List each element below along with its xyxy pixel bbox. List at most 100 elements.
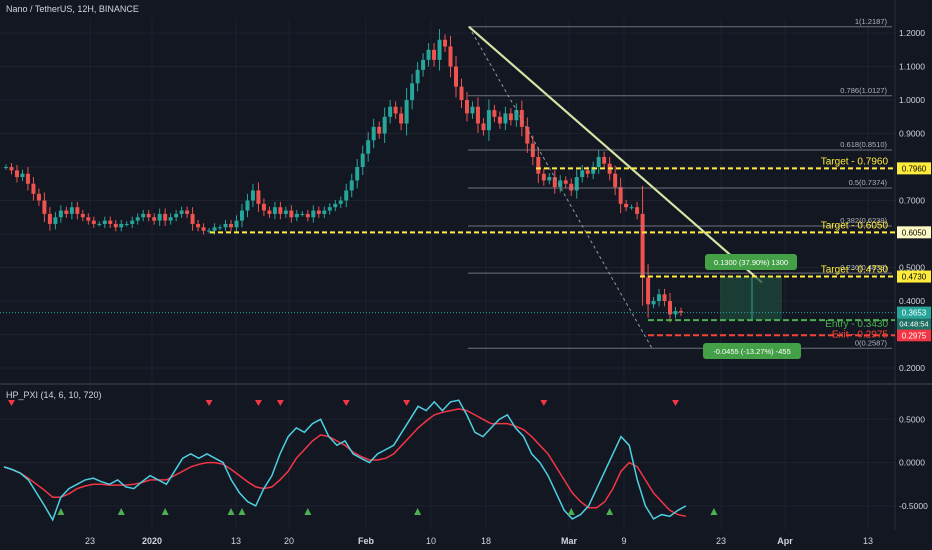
candle-body bbox=[399, 113, 404, 124]
candle-body bbox=[558, 180, 563, 188]
candle-body bbox=[53, 217, 58, 224]
x-tick-label: 23 bbox=[716, 536, 726, 546]
candle-body bbox=[360, 153, 365, 168]
candle-body bbox=[327, 207, 332, 211]
sell-signal-marker bbox=[403, 400, 411, 406]
candle-body bbox=[223, 223, 228, 228]
fib-level-label: 0.786(1.0127) bbox=[840, 86, 887, 95]
candle-body bbox=[311, 210, 316, 218]
y-tick-label: 1.2000 bbox=[899, 28, 925, 38]
candle-body bbox=[212, 227, 217, 231]
candle-body bbox=[426, 49, 431, 60]
buy-signal-marker bbox=[567, 508, 575, 515]
trend-line bbox=[468, 25, 763, 284]
candle-body bbox=[481, 123, 486, 131]
candle-body bbox=[404, 100, 409, 124]
profit-zone bbox=[720, 276, 782, 321]
candle-body bbox=[278, 207, 283, 214]
candle-body bbox=[91, 220, 96, 224]
fib-level-label: 0.382(0.6239) bbox=[840, 216, 887, 225]
candle-body bbox=[421, 59, 426, 70]
candle-body bbox=[130, 220, 135, 224]
ind-y-tick-label: 0.0000 bbox=[899, 458, 925, 468]
price-tag bbox=[897, 329, 931, 342]
candle-body bbox=[640, 213, 645, 278]
candle-body bbox=[662, 294, 667, 301]
candle-body bbox=[443, 39, 448, 47]
x-tick-label: Feb bbox=[358, 536, 375, 546]
candle-body bbox=[256, 190, 261, 204]
x-tick-label: 23 bbox=[85, 536, 95, 546]
buy-signal-marker bbox=[57, 508, 65, 515]
price-tag bbox=[897, 226, 931, 239]
candle-body bbox=[207, 230, 212, 232]
candle-body bbox=[124, 223, 129, 225]
candle-body bbox=[563, 180, 568, 184]
candle-body bbox=[497, 116, 502, 124]
price-level-label: Target - 0.7960 bbox=[821, 156, 889, 167]
price-tag bbox=[897, 270, 931, 283]
price-level-label: Target - 0.6050 bbox=[821, 220, 889, 231]
x-tick-label: 18 bbox=[481, 536, 491, 546]
candle-body bbox=[239, 210, 244, 221]
candle-body bbox=[75, 207, 80, 214]
candle-body bbox=[168, 217, 173, 221]
x-tick-label: 10 bbox=[426, 536, 436, 546]
sell-signal-marker bbox=[276, 400, 284, 406]
sell-signal-marker bbox=[342, 400, 350, 406]
candle-body bbox=[415, 69, 420, 84]
candle-body bbox=[646, 277, 651, 305]
candle-body bbox=[69, 207, 74, 214]
loss-label: -0.0455 (-13.27%) -455 bbox=[713, 347, 791, 356]
candle-body bbox=[64, 210, 69, 214]
profit-label-box bbox=[705, 254, 797, 270]
price-tag bbox=[897, 162, 931, 175]
x-tick-label: 13 bbox=[863, 536, 873, 546]
y-tick-label: 0.4000 bbox=[899, 296, 925, 306]
countdown-tag bbox=[897, 318, 931, 330]
buy-signal-marker bbox=[161, 508, 169, 515]
fib-level-label: 0.618(0.8510) bbox=[840, 140, 887, 149]
candle-body bbox=[618, 187, 623, 204]
sell-signal-marker bbox=[672, 400, 680, 406]
x-tick-label: 20 bbox=[284, 536, 294, 546]
candle-body bbox=[541, 173, 546, 181]
candle-body bbox=[668, 300, 673, 315]
candle-body bbox=[261, 203, 266, 211]
x-tick-label: 13 bbox=[231, 536, 241, 546]
candle-body bbox=[141, 213, 146, 218]
price-level-label: Entry - 0.3430 bbox=[825, 319, 888, 330]
candle-body bbox=[201, 227, 206, 231]
loss-label-box bbox=[703, 343, 801, 359]
candle-body bbox=[492, 110, 497, 117]
candle-body bbox=[624, 203, 629, 208]
candle-body bbox=[613, 173, 618, 188]
candle-body bbox=[102, 220, 107, 224]
candle-body bbox=[14, 170, 19, 178]
candle-body bbox=[432, 49, 437, 60]
price-tag-label: 0.6050 bbox=[902, 228, 927, 237]
candle-body bbox=[574, 177, 579, 191]
candle-body bbox=[470, 106, 475, 114]
candle-body bbox=[305, 213, 310, 218]
candle-body bbox=[86, 217, 91, 221]
candle-body bbox=[25, 173, 30, 184]
candle-body bbox=[234, 220, 239, 228]
candle-body bbox=[657, 294, 662, 301]
candle-body bbox=[464, 100, 469, 114]
x-tick-label: Apr bbox=[777, 536, 793, 546]
candle-body bbox=[250, 190, 255, 201]
y-tick-label: 0.5000 bbox=[899, 262, 925, 272]
profit-label: 0.1300 (37.90%) 1300 bbox=[714, 258, 788, 267]
candle-body bbox=[596, 156, 601, 168]
ind-y-tick-label: 0.5000 bbox=[899, 414, 925, 424]
candle-body bbox=[300, 213, 305, 215]
candle-body bbox=[272, 207, 277, 214]
candle-body bbox=[47, 213, 52, 224]
candle-body bbox=[174, 213, 179, 218]
candle-body bbox=[135, 217, 140, 221]
candle-body bbox=[157, 213, 162, 221]
buy-signal-marker bbox=[414, 508, 422, 515]
current-price-label: 0.3653 bbox=[902, 309, 927, 318]
